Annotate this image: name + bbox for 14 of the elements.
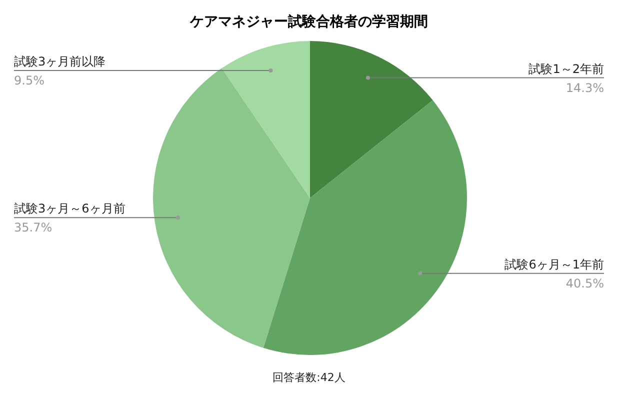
- chart-title: ケアマネジャー試験合格者の学習期間: [189, 13, 428, 30]
- data-label: 9.5%: [14, 73, 44, 88]
- slice-label: 試験1～2年前: [528, 62, 604, 76]
- pie-slice: [222, 41, 310, 198]
- slice-label: 試験3ヶ月前以降: [14, 54, 106, 68]
- pie-slice: [310, 41, 433, 198]
- pie-slice: [153, 68, 310, 348]
- data-label: 14.3%: [566, 80, 604, 95]
- slice-label: 試験3ヶ月～6ヶ月前: [14, 202, 126, 216]
- pie-slice: [263, 100, 467, 355]
- data-label: 40.5%: [566, 276, 604, 290]
- data-label: 35.7%: [14, 220, 52, 235]
- text: 回答者数:42人: [272, 371, 346, 384]
- slice-label: 試験6ヶ月～1年前: [504, 257, 604, 272]
